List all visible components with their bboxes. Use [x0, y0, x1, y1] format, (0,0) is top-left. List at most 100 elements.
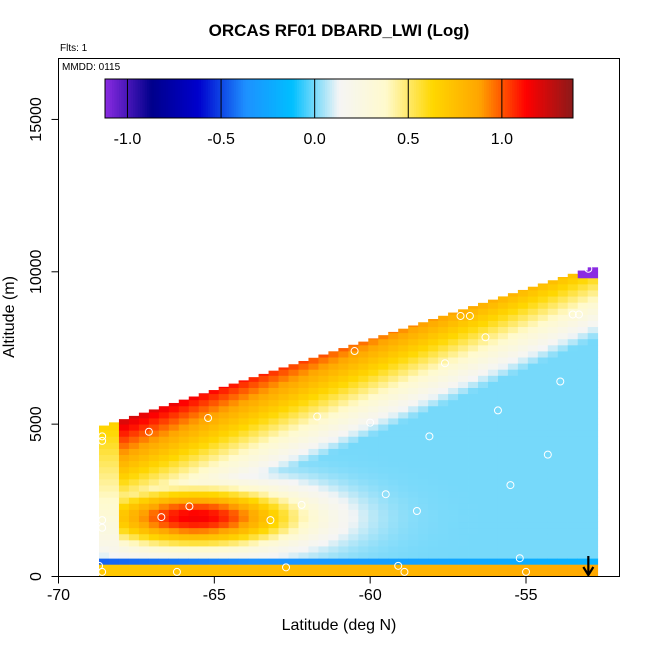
- heatmap-cell: [478, 442, 489, 449]
- heatmap-cell: [258, 424, 269, 431]
- heatmap-cell: [328, 357, 339, 364]
- heatmap-cell: [368, 448, 379, 456]
- heatmap-cell: [258, 497, 269, 504]
- heatmap-cell: [587, 326, 599, 334]
- heatmap-cell: [458, 424, 469, 431]
- heatmap-cell: [398, 448, 409, 456]
- heatmap-cell: [487, 308, 499, 315]
- heatmap-cell: [318, 405, 329, 413]
- heatmap-cell: [497, 454, 509, 462]
- heatmap-cell: [118, 509, 130, 516]
- heatmap-cell: [438, 478, 449, 486]
- heatmap-cell: [507, 515, 519, 523]
- heatmap-cell: [298, 430, 309, 437]
- observation-point: [185, 502, 194, 511]
- heatmap-cell: [497, 357, 509, 364]
- heatmap-cell: [328, 527, 339, 535]
- heatmap-cell: [99, 425, 110, 431]
- heatmap-cell: [507, 326, 519, 334]
- heatmap-cell: [438, 405, 449, 413]
- heatmap-cell: [378, 491, 389, 498]
- heatmap-cell: [258, 509, 269, 516]
- colorbar-tick-label: 0.0: [304, 131, 326, 148]
- heatmap-cell: [547, 448, 559, 456]
- heatmap-cell: [328, 552, 339, 559]
- colorbar-segment: [558, 79, 562, 118]
- heatmap-cell: [428, 527, 439, 535]
- heatmap-cell: [238, 558, 250, 565]
- heatmap-cell: [308, 448, 319, 456]
- heatmap-cell: [148, 466, 160, 474]
- heatmap-cell: [178, 564, 190, 571]
- heatmap-cell: [318, 363, 329, 370]
- heatmap-cell: [318, 354, 329, 358]
- heatmap-cell: [378, 466, 389, 474]
- heatmap-cell: [108, 485, 120, 492]
- heatmap-cell: [438, 466, 449, 474]
- heatmap-cell: [418, 357, 429, 364]
- heatmap-cell: [557, 478, 569, 486]
- heatmap-cell: [128, 564, 140, 571]
- heatmap-cell: [458, 539, 469, 547]
- heatmap-cell: [358, 357, 369, 364]
- heatmap-cell: [468, 308, 479, 315]
- heatmap-cell: [258, 564, 269, 571]
- heatmap-cell: [358, 570, 369, 577]
- heatmap-cell: [557, 509, 569, 516]
- heatmap-cell: [408, 375, 419, 382]
- heatmap-cell: [577, 277, 589, 285]
- heatmap-cell: [428, 411, 439, 419]
- heatmap-cell: [318, 539, 329, 547]
- heatmap-cell: [238, 399, 250, 407]
- heatmap-cell: [547, 405, 559, 413]
- heatmap-cell: [408, 442, 419, 449]
- heatmap-cell: [507, 448, 519, 456]
- heatmap-cell: [378, 436, 389, 443]
- heatmap-cell: [168, 405, 180, 413]
- heatmap-cell: [108, 546, 120, 553]
- heatmap-cell: [378, 424, 389, 431]
- heatmap-cell: [248, 478, 259, 486]
- heatmap-cell: [188, 497, 200, 504]
- heatmap-cell: [258, 418, 269, 425]
- colorbar-frame: [104, 78, 574, 119]
- heatmap-cell: [577, 539, 589, 547]
- heatmap-cell: [178, 424, 190, 431]
- heatmap-cell: [408, 448, 419, 456]
- heatmap-cell: [99, 570, 110, 577]
- colorbar-segment: [521, 79, 525, 118]
- colorbar-segment: [149, 79, 153, 118]
- heatmap-cell: [438, 509, 449, 516]
- heatmap-cell: [448, 472, 459, 480]
- heatmap-cell: [358, 478, 369, 486]
- heatmap-cell: [567, 466, 579, 474]
- heatmap-cell: [547, 521, 559, 529]
- heatmap-cell: [418, 363, 429, 370]
- colorbar-segment: [399, 79, 403, 118]
- colorbar-segment: [420, 79, 424, 118]
- heatmap-cell: [458, 521, 469, 529]
- heatmap-cell: [587, 267, 599, 273]
- heatmap-cell: [557, 283, 569, 291]
- heatmap-cell: [468, 552, 479, 559]
- heatmap-cell: [577, 369, 589, 376]
- heatmap-cell: [188, 405, 200, 413]
- heatmap-cell: [408, 387, 419, 395]
- heatmap-cell: [118, 546, 130, 553]
- heatmap-cell: [258, 454, 269, 462]
- heatmap-cell: [567, 405, 579, 413]
- heatmap-cell: [368, 460, 379, 468]
- heatmap-cell: [428, 503, 439, 510]
- heatmap-cell: [517, 302, 529, 309]
- heatmap-cell: [258, 552, 269, 559]
- heatmap-cell: [557, 521, 569, 529]
- heatmap-cell: [358, 442, 369, 449]
- heatmap-cell: [567, 515, 579, 523]
- heatmap-cell: [398, 369, 409, 376]
- heatmap-cell: [258, 466, 269, 474]
- heatmap-cell: [428, 393, 439, 401]
- heatmap-cell: [378, 546, 389, 553]
- heatmap-cell: [338, 521, 349, 529]
- heatmap-cell: [99, 485, 110, 492]
- heatmap-cell: [587, 527, 599, 535]
